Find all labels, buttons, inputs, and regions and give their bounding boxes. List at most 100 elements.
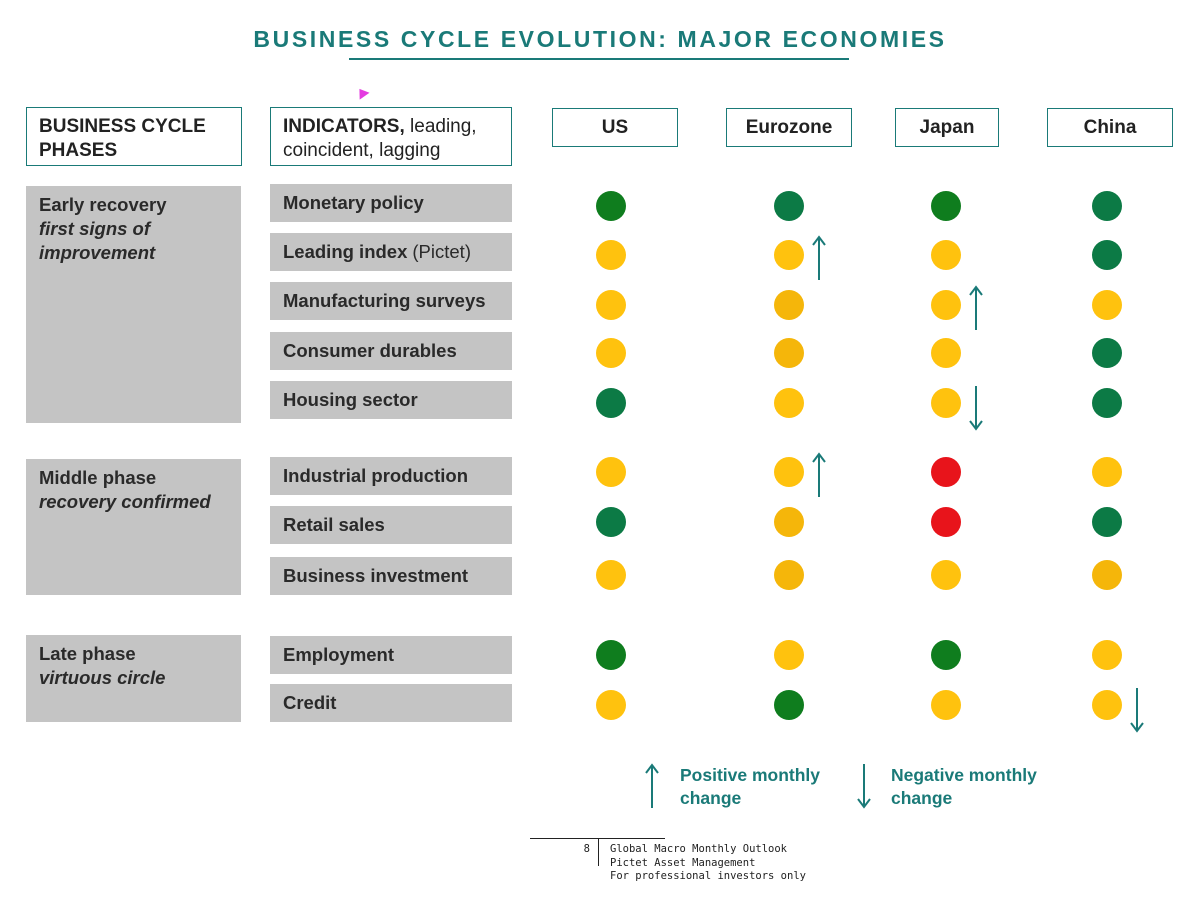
indicator-label: Employment	[283, 644, 395, 665]
legend-positive: Positive monthly change	[680, 764, 820, 810]
phase-name: Early recovery	[39, 194, 167, 215]
phase-subtitle: recovery confirmed	[39, 491, 211, 512]
indicator-retail-sales: Retail sales	[270, 506, 512, 544]
indicator-label: Monetary policy	[283, 192, 424, 213]
indicator-label: Retail sales	[283, 514, 385, 535]
page-title: BUSINESS CYCLE EVOLUTION: MAJOR ECONOMIE…	[253, 26, 947, 52]
phase-name: Middle phase	[39, 467, 157, 488]
signal-dot-japan	[931, 388, 961, 418]
signal-dot-japan	[931, 507, 961, 537]
signal-dot-us	[596, 457, 626, 487]
phase-subtitle: first signs of	[39, 218, 151, 239]
indicator-credit: Credit	[270, 684, 512, 722]
legend-negative-line1: Negative monthly	[891, 765, 1037, 785]
signal-dot-china	[1092, 690, 1122, 720]
footer-disclaimer: For professional investors only	[610, 870, 806, 882]
indicator-employment: Employment	[270, 636, 512, 674]
country-header-china: China	[1047, 108, 1173, 147]
signal-dot-china	[1092, 240, 1122, 270]
phases-header: BUSINESS CYCLE PHASES	[26, 107, 242, 166]
indicator-label: Business investment	[283, 565, 469, 586]
indicator-business-investment: Business investment	[270, 557, 512, 595]
signal-dot-eurozone	[774, 457, 804, 487]
signal-dot-china	[1092, 338, 1122, 368]
phase-name: Late phase	[39, 643, 136, 664]
indicator-leading-index: Leading index (Pictet)	[270, 233, 512, 271]
country-header-us: US	[552, 108, 678, 147]
indicator-label: Manufacturing surveys	[283, 290, 486, 311]
signal-dot-eurozone	[774, 640, 804, 670]
signal-dot-japan	[931, 191, 961, 221]
indicator-manufacturing-surveys: Manufacturing surveys	[270, 282, 512, 320]
arrow-down-icon	[1130, 688, 1144, 733]
signal-dot-eurozone	[774, 690, 804, 720]
page-number: 8	[583, 843, 590, 855]
country-label: US	[601, 116, 629, 138]
phase-early-recovery: Early recovery first signs of improvemen…	[26, 186, 241, 423]
signal-dot-japan	[931, 290, 961, 320]
footer-publication: Global Macro Monthly Outlook	[610, 843, 788, 855]
signal-dot-china	[1092, 457, 1122, 487]
arrow-up-icon	[645, 763, 659, 808]
legend-negative-line2: change	[891, 788, 953, 808]
signal-dot-us	[596, 338, 626, 368]
footer-rule	[530, 838, 665, 839]
phase-subtitle: improvement	[39, 242, 156, 263]
signal-dot-japan	[931, 240, 961, 270]
signal-dot-japan	[931, 338, 961, 368]
signal-dot-japan	[931, 457, 961, 487]
signal-dot-eurozone	[774, 507, 804, 537]
signal-dot-china	[1092, 507, 1122, 537]
country-label: Eurozone	[745, 116, 833, 138]
indicator-industrial-production: Industrial production	[270, 457, 512, 495]
indicator-housing-sector: Housing sector	[270, 381, 512, 419]
phase-subtitle: virtuous circle	[39, 667, 166, 688]
title-underline	[349, 58, 849, 60]
footer-company: Pictet Asset Management	[610, 857, 756, 869]
signal-dot-china	[1092, 640, 1122, 670]
signal-dot-china	[1092, 388, 1122, 418]
signal-dot-us	[596, 640, 626, 670]
signal-dot-eurozone	[774, 388, 804, 418]
signal-dot-eurozone	[774, 560, 804, 590]
phases-header-line2: PHASES	[39, 140, 118, 161]
country-label: China	[1083, 116, 1137, 138]
phase-late: Late phase virtuous circle	[26, 635, 241, 722]
indicators-header-line2: coincident, lagging	[283, 140, 441, 161]
signal-dot-china	[1092, 290, 1122, 320]
signal-dot-eurozone	[774, 290, 804, 320]
indicator-label: Industrial production	[283, 465, 468, 486]
indicator-label: Credit	[283, 692, 337, 713]
indicators-header-bold: INDICATORS,	[283, 116, 405, 137]
indicator-monetary-policy: Monetary policy	[270, 184, 512, 222]
legend-negative: Negative monthly change	[891, 764, 1037, 810]
signal-dot-us	[596, 191, 626, 221]
arrow-down-icon	[969, 386, 983, 431]
signal-dot-eurozone	[774, 240, 804, 270]
arrow-up-icon	[969, 285, 983, 330]
signal-dot-japan	[931, 560, 961, 590]
arrow-down-icon	[857, 764, 871, 809]
country-header-eurozone: Eurozone	[726, 108, 852, 147]
country-label: Japan	[919, 116, 975, 138]
arrow-up-icon	[812, 235, 826, 280]
signal-dot-us	[596, 690, 626, 720]
signal-dot-us	[596, 560, 626, 590]
signal-dot-japan	[931, 640, 961, 670]
signal-dot-us	[596, 507, 626, 537]
cursor-marker-icon	[354, 85, 370, 100]
arrow-up-icon	[812, 452, 826, 497]
indicator-consumer-durables: Consumer durables	[270, 332, 512, 370]
indicator-note: (Pictet)	[412, 241, 471, 262]
signal-dot-us	[596, 290, 626, 320]
indicators-header-rest: leading,	[404, 116, 477, 137]
indicators-header: INDICATORS, leading, coincident, lagging	[270, 107, 512, 166]
signal-dot-china	[1092, 191, 1122, 221]
footer-divider	[598, 838, 599, 866]
phase-middle: Middle phase recovery confirmed	[26, 459, 241, 595]
signal-dot-japan	[931, 690, 961, 720]
signal-dot-china	[1092, 560, 1122, 590]
legend-positive-line2: change	[680, 788, 742, 808]
legend-positive-line1: Positive monthly	[680, 765, 821, 785]
indicator-label: Consumer durables	[283, 340, 457, 361]
